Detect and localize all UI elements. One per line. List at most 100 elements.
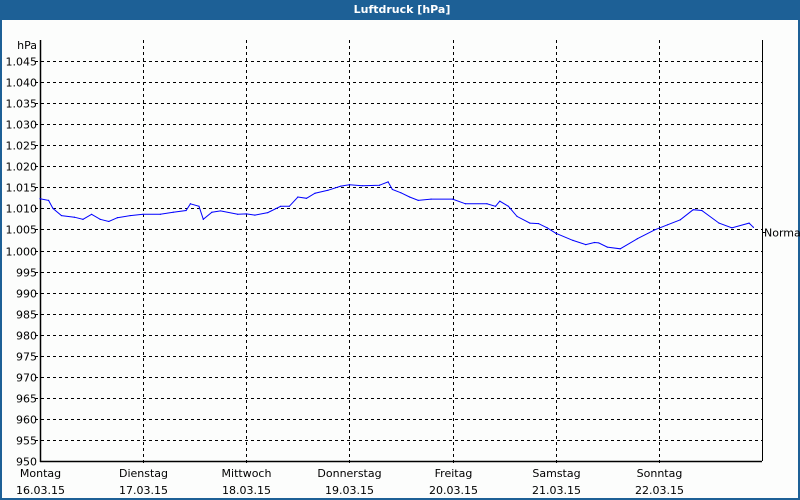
- pressure-line: [39, 181, 754, 250]
- x-tick-day: Donnerstag: [317, 467, 381, 480]
- y-tick-label: 965: [16, 393, 37, 406]
- data-point: [185, 209, 187, 212]
- y-tick-label: 990: [16, 288, 37, 301]
- y-tick-label: 1.035: [6, 98, 38, 111]
- y-tick-label: 975: [16, 351, 37, 364]
- y-tick-label: 980: [16, 330, 37, 343]
- x-tick-day: Samstag: [532, 467, 580, 480]
- data-point: [305, 197, 308, 199]
- x-tick-day: Freitag: [435, 467, 473, 480]
- y-tick-label: 995: [16, 267, 37, 280]
- data-point: [297, 196, 299, 198]
- data-point: [99, 218, 101, 220]
- data-point: [340, 185, 342, 187]
- y-tick-label: 1.045: [6, 56, 38, 69]
- data-point: [39, 198, 41, 200]
- y-tick-label: 1.000: [6, 246, 38, 259]
- normal-label: Normal: [764, 227, 800, 240]
- data-point: [219, 210, 222, 212]
- data-point: [516, 215, 518, 217]
- data-point: [52, 207, 54, 209]
- data-point: [348, 184, 351, 186]
- data-point: [619, 248, 621, 250]
- data-point: [391, 188, 394, 191]
- data-point: [572, 239, 574, 241]
- data-point: [378, 184, 381, 186]
- y-tick-label: 1.030: [6, 119, 38, 132]
- y-tick-label: 1.025: [6, 140, 38, 153]
- data-point: [280, 205, 282, 207]
- data-point: [254, 214, 256, 216]
- data-point: [464, 203, 467, 205]
- x-tick-date: 18.03.15: [222, 484, 271, 497]
- x-tick-date: 22.03.15: [635, 484, 684, 497]
- data-point: [129, 214, 131, 217]
- data-point: [90, 213, 93, 215]
- data-point: [718, 222, 720, 224]
- data-point: [172, 211, 174, 213]
- y-axis-label: hPa: [17, 39, 37, 52]
- data-point: [288, 205, 290, 207]
- data-point: [430, 198, 432, 200]
- data-point: [507, 205, 510, 207]
- data-point: [666, 224, 669, 226]
- data-point: [748, 222, 750, 224]
- x-tick-day: Sonntag: [637, 467, 683, 480]
- data-point: [47, 199, 50, 202]
- data-point: [82, 218, 84, 220]
- x-tick-day: Dienstag: [119, 467, 168, 480]
- data-point: [701, 209, 703, 212]
- y-tick-label: 950: [16, 456, 37, 469]
- data-point: [752, 226, 755, 228]
- y-tick-label: 970: [16, 372, 37, 385]
- data-point: [731, 227, 733, 229]
- data-point: [585, 244, 587, 246]
- data-point: [189, 203, 192, 205]
- x-tick-day: Montag: [20, 467, 61, 480]
- data-point: [653, 229, 656, 231]
- x-tick-date: 21.03.15: [532, 484, 581, 497]
- data-point: [116, 217, 118, 219]
- y-tick-label: 985: [16, 309, 37, 322]
- data-point: [679, 219, 681, 221]
- data-point: [537, 222, 540, 225]
- data-point: [387, 181, 389, 183]
- data-point: [327, 189, 329, 191]
- data-point: [400, 192, 402, 194]
- data-point: [142, 213, 144, 215]
- data-point: [598, 242, 600, 244]
- y-tick-label: 1.020: [6, 161, 38, 174]
- y-tick-label: 960: [16, 414, 37, 427]
- data-point: [529, 222, 531, 224]
- data-point: [237, 213, 239, 215]
- data-point: [451, 198, 454, 200]
- data-point: [361, 185, 363, 187]
- data-point: [73, 216, 75, 218]
- x-tick-date: 16.03.15: [16, 484, 65, 497]
- y-tick-label: 1.010: [6, 203, 38, 216]
- data-point: [486, 203, 488, 205]
- data-point: [417, 199, 419, 202]
- y-tick-label: 1.040: [6, 77, 38, 90]
- x-tick-date: 20.03.15: [429, 484, 478, 497]
- data-point: [159, 213, 161, 215]
- data-point: [108, 220, 110, 223]
- data-point: [499, 200, 501, 202]
- y-tick-label: 1.005: [6, 224, 38, 237]
- window-title: Luftdruck [hPa]: [2, 0, 800, 20]
- data-point: [546, 227, 548, 229]
- data-point: [555, 232, 557, 234]
- data-point: [314, 192, 316, 194]
- data-point: [494, 205, 497, 207]
- data-point: [267, 212, 269, 214]
- data-point: [211, 211, 213, 213]
- data-point: [606, 246, 608, 248]
- data-point: [593, 241, 595, 244]
- x-tick-day: Mittwoch: [222, 467, 272, 480]
- data-point: [692, 209, 694, 211]
- data-point: [636, 238, 638, 240]
- data-point: [245, 213, 247, 215]
- x-tick-date: 19.03.15: [325, 484, 374, 497]
